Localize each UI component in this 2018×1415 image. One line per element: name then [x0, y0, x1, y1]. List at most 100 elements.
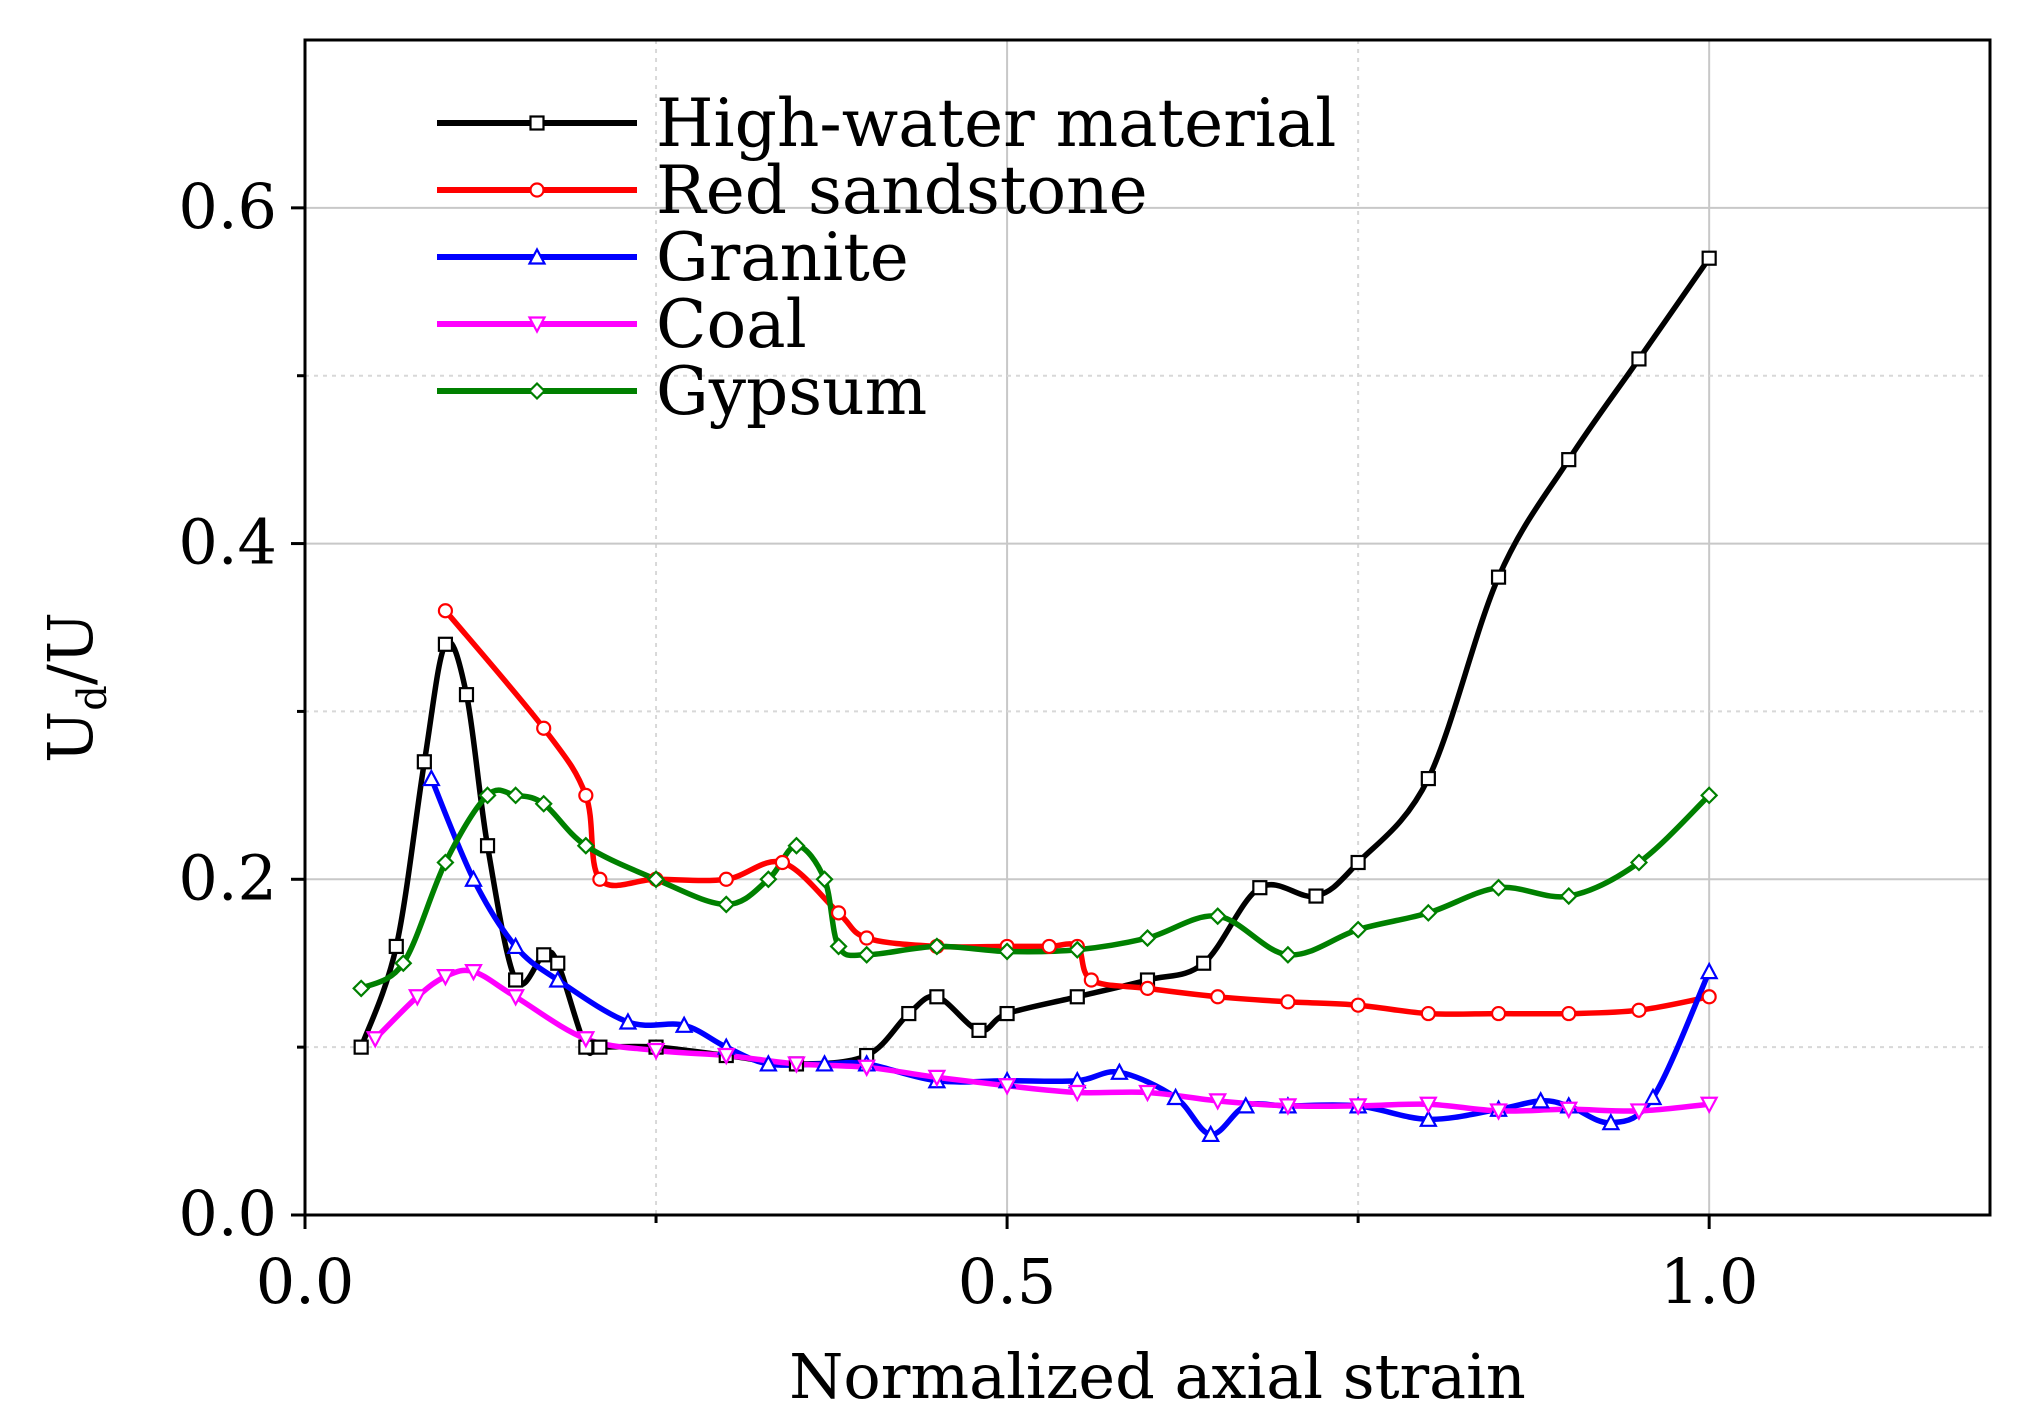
data-point-gypsum	[787, 836, 806, 855]
data-point-high-water-material	[999, 1005, 1015, 1022]
data-point-gypsum	[1559, 887, 1578, 906]
tick-layer	[291, 206, 1711, 1229]
data-point-high-water-material	[479, 838, 496, 854]
data-point-coal	[1559, 1101, 1579, 1120]
data-point-high-water-material	[353, 1039, 369, 1055]
y-axis-title-text: Ud/U	[34, 612, 116, 763]
data-point-red-sandstone	[1701, 989, 1717, 1005]
data-point-coal	[436, 969, 455, 987]
data-point-red-sandstone	[1083, 972, 1099, 988]
data-point-coal	[576, 1031, 596, 1049]
data-point-high-water-material	[1631, 351, 1647, 367]
data-point-granite	[815, 1054, 834, 1072]
data-point-red-sandstone	[1631, 1002, 1647, 1018]
data-point-red-sandstone	[859, 930, 875, 946]
data-point-coal	[1348, 1098, 1368, 1116]
data-point-granite	[1201, 1124, 1221, 1143]
data-point-coal	[787, 1056, 806, 1074]
y-axis-title-sub: d	[70, 685, 116, 711]
data-point-coal	[464, 964, 483, 982]
data-point-high-water-material	[901, 1005, 917, 1022]
data-point-gypsum	[1278, 945, 1297, 964]
data-point-granite	[1531, 1091, 1551, 1109]
y-axis-title: Ud/U	[34, 612, 116, 763]
data-point-red-sandstone	[1210, 989, 1226, 1005]
data-point-gypsum	[998, 942, 1017, 961]
data-point-high-water-material	[1490, 569, 1507, 585]
data-point-high-water-material	[536, 947, 552, 963]
y-tick-label: 0.6	[178, 170, 277, 243]
legend-label-gypsum: Gypsum	[656, 353, 927, 430]
legend-marker-coal	[527, 316, 547, 334]
data-point-gypsum	[1068, 940, 1087, 959]
data-point-coal	[407, 989, 427, 1007]
data-point-high-water-material	[1196, 955, 1212, 971]
series-line-granite	[428, 775, 1712, 1138]
data-point-red-sandstone	[437, 603, 454, 619]
data-point-coal	[927, 1069, 947, 1088]
plot-frame	[303, 38, 1992, 1217]
data-point-gypsum	[1419, 903, 1438, 922]
x-tick-label: 0.5	[958, 1245, 1057, 1318]
data-point-granite	[618, 1012, 638, 1030]
data-point-red-sandstone	[536, 720, 552, 736]
data-point-high-water-material	[550, 955, 566, 971]
data-point-gypsum	[352, 979, 371, 998]
marker-layer	[352, 250, 1719, 1143]
data-point-gypsum	[857, 945, 876, 964]
data-point-red-sandstone	[830, 905, 847, 921]
data-point-red-sandstone	[592, 871, 608, 887]
legend-item-gypsum: Gypsum	[437, 353, 927, 430]
data-point-granite	[674, 1015, 694, 1033]
data-point-gypsum	[506, 786, 525, 805]
legend-item-granite: Granite	[437, 219, 909, 296]
x-axis-title: Normalized axial strain	[789, 1340, 1526, 1413]
legend-label-coal: Coal	[656, 286, 807, 363]
data-point-granite	[759, 1054, 778, 1072]
data-point-coal	[1629, 1103, 1649, 1121]
data-point-granite	[1110, 1062, 1129, 1080]
data-point-high-water-material	[929, 989, 945, 1005]
x-tick-label: 1.0	[1660, 1245, 1759, 1318]
data-point-gypsum	[1700, 786, 1719, 805]
data-point-red-sandstone	[1139, 980, 1156, 996]
grid-layer	[305, 40, 1990, 1215]
data-point-coal	[997, 1078, 1017, 1096]
y-tick-label: 0.0	[178, 1177, 277, 1250]
data-point-granite	[1166, 1087, 1185, 1106]
data-point-gypsum	[436, 853, 455, 872]
data-point-red-sandstone	[1280, 994, 1296, 1010]
data-point-high-water-material	[416, 754, 432, 770]
data-point-gypsum	[717, 895, 736, 914]
data-point-gypsum	[927, 937, 946, 956]
legend-label-red-sandstone: Red sandstone	[656, 152, 1148, 229]
data-point-high-water-material	[971, 1022, 987, 1038]
data-point-granite	[506, 936, 525, 955]
data-point-granite	[1236, 1096, 1256, 1114]
data-point-red-sandstone	[1041, 938, 1057, 955]
data-point-coal	[1208, 1093, 1228, 1111]
data-point-gypsum	[1489, 878, 1508, 897]
data-point-red-sandstone	[718, 871, 734, 887]
data-point-gypsum	[1629, 853, 1649, 872]
data-point-coal	[1278, 1098, 1298, 1116]
data-point-high-water-material	[1308, 888, 1324, 904]
data-point-gypsum	[759, 870, 778, 889]
data-point-gypsum	[1349, 920, 1368, 939]
y-axis-title-suffix: /U	[34, 612, 107, 685]
x-tick-label: 0.0	[256, 1245, 355, 1318]
data-point-coal	[857, 1059, 877, 1078]
data-point-high-water-material	[1350, 854, 1366, 871]
data-point-granite	[1643, 1087, 1663, 1106]
data-point-high-water-material	[437, 636, 454, 652]
legend-label-high-water-material: High-water material	[656, 85, 1336, 162]
legend-item-red-sandstone: Red sandstone	[437, 152, 1148, 229]
legend-marker-granite	[527, 247, 547, 265]
legend-marker-gypsum	[527, 381, 547, 401]
data-point-coal	[1489, 1103, 1508, 1121]
data-point-high-water-material	[388, 938, 404, 955]
data-point-coal	[646, 1042, 666, 1061]
data-point-high-water-material	[1420, 770, 1436, 787]
data-point-high-water-material	[1252, 880, 1268, 896]
